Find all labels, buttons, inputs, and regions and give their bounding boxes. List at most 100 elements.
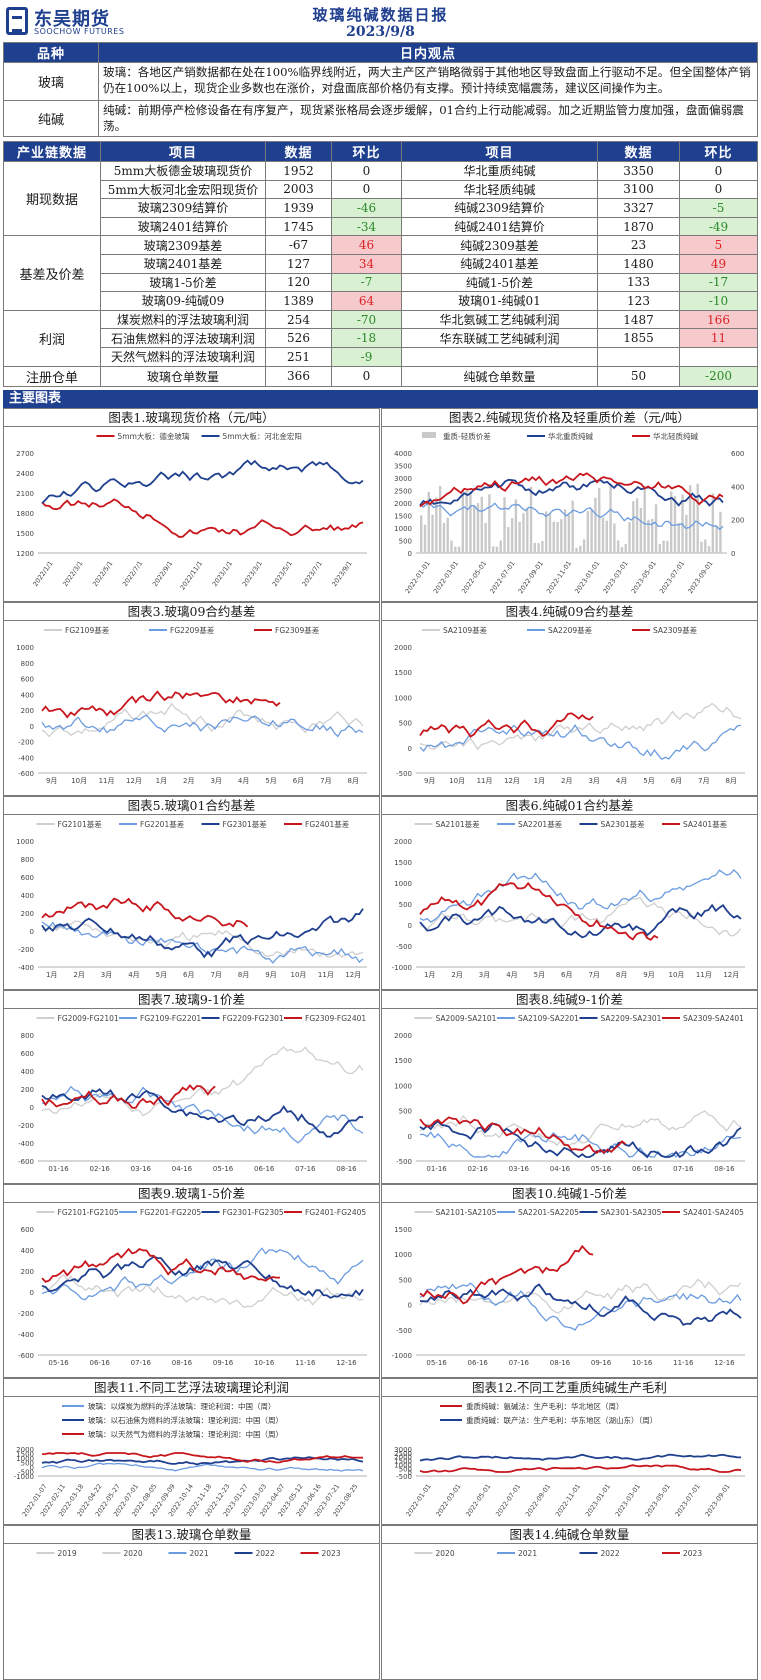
x-tick-label: 10-16 [254,1359,275,1367]
legend-label: FG2209-FG2301 [223,1014,284,1023]
x-tick-label: 1月 [424,971,435,979]
series-line [41,1273,364,1309]
change: -49 [679,216,758,237]
value: 133 [597,272,680,293]
x-tick-label: 2022/3/1 [61,560,84,589]
x-tick-label: 1月 [156,777,167,785]
value: 1389 [265,291,332,311]
y-tick-label: 1000 [394,525,412,533]
series-line [41,1462,364,1472]
series-line [41,1255,364,1299]
item-name: 5mm大板德金玻璃现货价 [100,161,266,181]
series-line [419,724,742,761]
x-tick-label: 2023/1/1 [211,560,234,589]
bar [469,491,472,553]
report-date: 2023/9/8 [346,24,415,40]
industry-table: 产业链数据 项目 数据 环比 项目 数据 环比 期现数据 5mm大板德金玻璃现货价 1952 0 华北… [3,141,758,387]
chart-plot: 5mm大板：德金玻璃 5mm大板：河北金宏阳 2700 2400 2100 1800 150… [16,431,367,591]
value: 254 [265,309,332,330]
bar [662,540,665,553]
y-tick-label: 200 [21,1268,34,1276]
y-tick-label: 1800 [16,510,34,518]
series-line [41,1088,364,1138]
bar [529,486,533,553]
y-tick-label: 500 [399,538,412,546]
y-tick-label: -200 [18,739,34,747]
x-tick-label: 10月 [668,971,684,979]
y-tick-label: 3500 [394,463,412,471]
bar [692,498,696,553]
y-tick-label: -600 [18,1352,34,1360]
x-tick-label: 05-16 [426,1359,447,1367]
change: 166 [679,309,758,330]
change: 46 [331,235,402,255]
x-tick-label: 5月 [156,971,167,979]
x-tick-label: 2022-01-01 [404,1483,432,1519]
legend-label: SA2401-SA2405 [683,1208,744,1217]
bar [537,543,540,553]
chart-plot: SA2009-SA2101 SA2109-SA2201 SA2209-SA2301 S… [394,1014,745,1173]
table-row: 玻璃2401结算价 1745 -34 纯碱2401结算价 1870 -49 [4,216,758,237]
row-name: 玻璃 [3,62,99,101]
y-tick-label: 600 [21,874,34,882]
series-line [419,478,724,507]
bar [643,485,646,553]
chart-title: 图表1.玻璃现货价格（元/吨） [4,409,379,427]
y2-tick-label: 600 [731,450,744,458]
series-line [419,1131,742,1158]
x-tick-label: 1月 [46,971,57,979]
y-tick-label: -500 [396,1327,412,1335]
x-tick-label: 2月 [183,777,194,785]
chart-panel: 图表6.纯碱01合约基差 SA2101基差 SA2201基差 SA2301基差 SA24… [381,796,758,990]
chart-plot: 玻璃：以煤炭为燃料的浮法玻璃：理论利润：中国（周） 玻璃：以石油焦为燃料的浮法玻璃… [14,1401,367,1518]
series-line [41,1456,364,1466]
legend-label: 2021 [518,1549,537,1558]
series-line [419,868,742,923]
y-tick-label: 0 [30,1104,34,1112]
series-line [419,1244,594,1305]
x-tick-label: 08-16 [336,1165,357,1173]
y-tick-label: 2000 [394,644,412,652]
legend-label: SA2201基差 [518,819,563,829]
series-line [41,498,364,538]
x-tick-label: 2023-09-01 [703,1483,731,1519]
chart-title: 图表14.纯碱仓单数量 [382,1526,757,1544]
series-line [41,714,364,738]
y-tick-label: 2100 [16,490,34,498]
series-line [419,896,742,937]
change: -46 [331,198,402,218]
y-tick-label: -200 [18,1310,34,1318]
x-tick-label: 10月 [71,777,87,785]
item-name: 玻璃2309基差 [100,235,266,255]
x-tick-label: 07-16 [673,1165,694,1173]
x-tick-label: 2022-03-01 [434,1483,462,1519]
x-tick-label: 8月 [726,777,737,785]
bar [632,501,635,553]
x-tick-label: 07-16 [295,1165,316,1173]
x-tick-label: 1月 [534,777,545,785]
bar [711,493,715,553]
report-header: 东吴期货 SOOCHOW FUTURES 玻璃纯碱数据日报 2023/9/8 [0,0,761,44]
bar [544,511,548,553]
value: 23 [597,235,680,255]
bar [495,546,499,553]
chart-panel: 图表4.纯碱09合约基差 SA2109基差 SA2209基差 SA2309基差 2000… [381,602,758,796]
item-name: 玻璃2309结算价 [100,198,266,218]
chart-plot: SA2101基差 SA2201基差 SA2301基差 SA2401基差 2000 1500… [392,819,745,979]
chart-title: 图表4.纯碱09合约基差 [382,603,757,621]
chart-plot: FG2009-FG2101 FG2109-FG2201 FG2209-FG2301 F… [18,1014,367,1173]
legend-label: FG2309-FG2401 [305,1014,366,1023]
x-tick-label: 4月 [238,777,249,785]
chart-title: 图表5.玻璃01合约基差 [4,797,379,815]
change: -5 [679,198,758,218]
x-tick-label: 2023/9/1 [330,560,353,589]
x-tick-label: 05-16 [591,1165,612,1173]
series-line [41,908,364,959]
y-tick-label: -600 [18,1158,34,1166]
y2-tick-label: 200 [731,517,744,525]
series-line [41,1084,216,1109]
y-tick-label: 1000 [16,644,34,652]
table-row: 玻璃2401基差 127 34 纯碱2401基差 1480 49 [4,253,758,274]
col-header: 数据 [597,141,680,162]
bar [590,509,593,553]
